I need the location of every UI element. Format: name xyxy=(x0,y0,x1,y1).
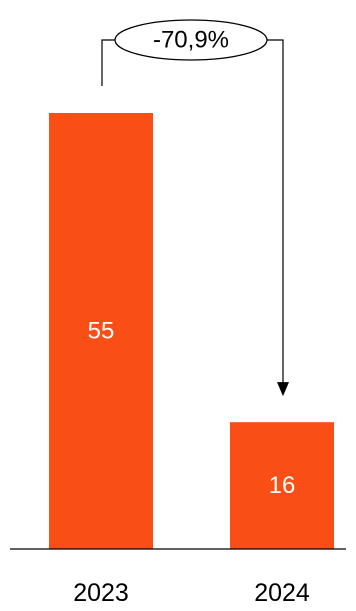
x-tick-label-2023: 2023 xyxy=(73,579,129,607)
change-oval xyxy=(114,19,268,61)
change-percent-label: -70,9% xyxy=(153,27,229,54)
bar-2024 xyxy=(230,422,334,549)
x-tick-labels-group: 2023 2024 xyxy=(73,579,310,607)
arrowhead-icon xyxy=(277,382,289,397)
change-annotation: -70,9% xyxy=(101,19,289,397)
bar-2023 xyxy=(49,113,153,549)
x-tick-label-2024: 2024 xyxy=(254,579,310,607)
bar-value-label-2024: 16 xyxy=(269,472,296,499)
bar-value-label-2023: 55 xyxy=(88,318,115,345)
bars-group: 55 16 xyxy=(49,113,334,549)
